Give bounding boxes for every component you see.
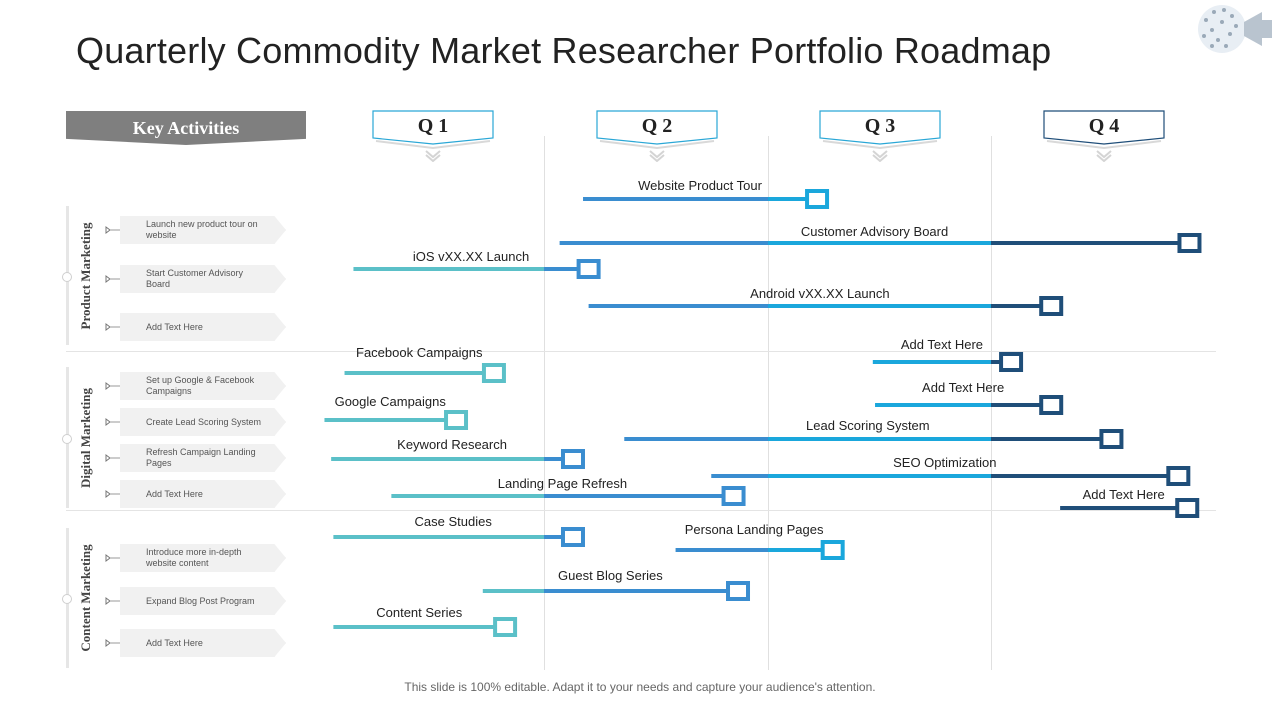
- quarter-label: Q 4: [1088, 115, 1120, 137]
- timeline-bar-label: Customer Advisory Board: [800, 224, 949, 239]
- quarter-divider: [544, 136, 545, 670]
- chevron-down-icon: [649, 150, 665, 162]
- timeline-bar: [675, 540, 845, 560]
- quarter-divider: [768, 136, 769, 670]
- milestone-marker: [820, 540, 845, 560]
- timeline-bar-label: Content Series: [376, 605, 463, 620]
- activity-label: Introduce more in-depth website content: [146, 547, 242, 568]
- activity-item: Add Text Here: [120, 629, 286, 657]
- timeline-bar: [482, 581, 751, 601]
- chevron-down-icon: [425, 150, 441, 162]
- activity-label: Create Lead Scoring System: [146, 416, 262, 427]
- timeline-bar: [711, 466, 1191, 486]
- quarter-tab-shape: [819, 110, 941, 150]
- quarter-header-q3: Q 3: [819, 110, 941, 150]
- timeline-bar-label: Google Campaigns: [334, 394, 446, 409]
- timeline-bar: [333, 617, 518, 637]
- timeline-bar: [391, 486, 746, 506]
- timeline-bar: [1060, 498, 1200, 518]
- timeline-bar: [324, 410, 469, 430]
- activity-item: Introduce more in-depth website content: [120, 544, 286, 572]
- milestone-marker: [1039, 296, 1064, 316]
- activity-item: Expand Blog Post Program: [120, 587, 286, 615]
- milestone-marker: [576, 259, 601, 279]
- timeline-bar-label: Case Studies: [414, 514, 492, 529]
- quarter-tab-shape: [1043, 110, 1165, 150]
- footer-note: This slide is 100% editable. Adapt it to…: [404, 680, 876, 694]
- activity-label: Set up Google & Facebook Campaigns: [146, 375, 255, 396]
- activity-item: Start Customer Advisory Board: [120, 265, 286, 293]
- timeline-bar: [875, 395, 1064, 415]
- timeline-bar-label: Landing Page Refresh: [497, 476, 628, 491]
- timeline-bar: [588, 296, 1064, 316]
- activity-item: Create Lead Scoring System: [120, 408, 286, 436]
- milestone-marker: [1099, 429, 1124, 449]
- quarter-tab-shape: [372, 110, 494, 150]
- activity-label: Add Text Here: [146, 637, 203, 648]
- timeline-bar-label: SEO Optimization: [893, 455, 997, 470]
- timeline-bar-label: Add Text Here: [1082, 487, 1165, 502]
- milestone-marker: [805, 189, 830, 209]
- milestone-marker: [1039, 395, 1064, 415]
- quarter-label: Q 1: [417, 115, 449, 137]
- milestone-marker: [444, 410, 469, 430]
- milestone-marker: [560, 527, 585, 547]
- quarter-label: Q 2: [641, 115, 673, 137]
- milestone-marker: [999, 352, 1024, 372]
- milestone-marker: [1166, 466, 1191, 486]
- activity-item: Launch new product tour on website: [120, 216, 286, 244]
- timeline-bar: [333, 527, 585, 547]
- milestone-marker: [1175, 498, 1200, 518]
- activity-label: Add Text Here: [146, 488, 203, 499]
- category-node: [62, 433, 72, 444]
- megaphone-logo-icon: [1198, 5, 1272, 53]
- timeline-bar: [872, 352, 1024, 372]
- key-activities-banner: Key Activities: [66, 111, 306, 145]
- chevron-down-icon: [872, 150, 888, 162]
- timeline-bar-label: Website Product Tour: [638, 178, 762, 193]
- timeline-bar: [331, 449, 585, 469]
- activity-label: Expand Blog Post Program: [146, 595, 255, 606]
- timeline-bar: [344, 363, 506, 383]
- activity-item: Add Text Here: [120, 313, 286, 341]
- timeline-bar: [559, 233, 1202, 253]
- category-node: [62, 271, 72, 282]
- milestone-marker: [481, 363, 506, 383]
- timeline-bar: [624, 429, 1124, 449]
- quarter-header-q4: Q 4: [1043, 110, 1165, 150]
- category-separator: [66, 510, 1216, 511]
- quarter-label: Q 3: [864, 115, 896, 137]
- milestone-marker: [1177, 233, 1202, 253]
- activity-label: Start Customer Advisory Board: [146, 268, 244, 289]
- timeline-bar-label: Add Text Here: [900, 337, 984, 352]
- milestone-marker: [493, 617, 518, 637]
- milestone-marker: [726, 581, 751, 601]
- timeline-bar-label: Guest Blog Series: [558, 568, 663, 583]
- activity-label: Add Text Here: [146, 321, 203, 332]
- quarter-header-q2: Q 2: [596, 110, 718, 150]
- timeline-bar: [583, 189, 830, 209]
- milestone-marker: [560, 449, 585, 469]
- activity-item: Set up Google & Facebook Campaigns: [120, 372, 286, 400]
- timeline-bar-label: Persona Landing Pages: [684, 522, 824, 537]
- timeline-bar-label: Lead Scoring System: [806, 418, 930, 433]
- timeline-bar-label: Add Text Here: [922, 380, 1005, 395]
- activity-item: Refresh Campaign Landing Pages: [120, 444, 286, 472]
- category-node: [62, 594, 72, 604]
- activity-label: Refresh Campaign Landing Pages: [146, 447, 256, 468]
- page-title: Quarterly Commodity Market Researcher Po…: [76, 30, 1052, 71]
- activity-item: Add Text Here: [120, 480, 286, 508]
- timeline-bar-label: Facebook Campaigns: [356, 345, 483, 360]
- chevron-down-icon: [1096, 150, 1112, 162]
- timeline-bar-label: Android vXX.XX Launch: [750, 286, 890, 301]
- timeline-bar-label: iOS vXX.XX Launch: [412, 249, 530, 264]
- activity-label: Launch new product tour on website: [146, 219, 258, 240]
- timeline-bar-label: Keyword Research: [397, 437, 507, 452]
- quarter-tab-shape: [596, 110, 718, 150]
- timeline-bar: [353, 259, 601, 279]
- milestone-marker: [721, 486, 746, 506]
- category-separator: [66, 351, 1216, 352]
- quarter-header-q1: Q 1: [372, 110, 494, 150]
